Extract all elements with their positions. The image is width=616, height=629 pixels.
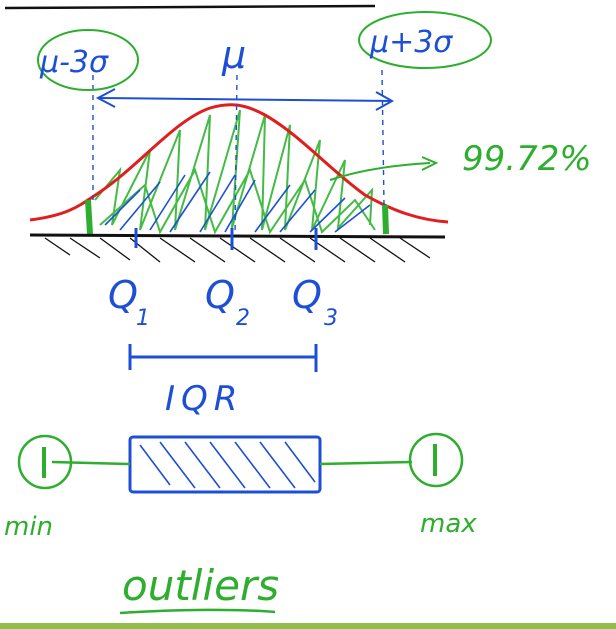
q3-subscript: 3 bbox=[324, 306, 338, 331]
q2-subscript: 2 bbox=[236, 306, 250, 331]
mu-plus-3sigma-label: μ+3σ bbox=[369, 25, 453, 60]
outliers-label: outliers bbox=[122, 561, 279, 610]
q1-subscript: 1 bbox=[136, 306, 150, 331]
outliers-underline bbox=[119, 608, 276, 615]
boxplot-box-hatching bbox=[139, 441, 316, 489]
axis-ground-hatching bbox=[44, 237, 431, 263]
coverage-arrow-head bbox=[421, 156, 439, 171]
arrow-left-head bbox=[95, 88, 116, 108]
coverage-pointer-arrow bbox=[329, 162, 431, 181]
max-label: max bbox=[420, 509, 477, 539]
bottom-strip bbox=[0, 623, 616, 629]
right-whisker bbox=[319, 460, 413, 466]
boxplot-box bbox=[128, 435, 322, 494]
min-endpoint-circle bbox=[17, 434, 73, 490]
shaded-area-blue-hatching bbox=[104, 171, 371, 233]
left-tail-mark bbox=[85, 199, 93, 235]
mu-minus-3sigma-circle bbox=[37, 29, 139, 91]
coverage-percent-label: 99.72% bbox=[462, 139, 592, 179]
max-endpoint-circle bbox=[408, 432, 464, 488]
mu-plus-3sigma-circle bbox=[358, 11, 492, 69]
arrow-right-head bbox=[375, 91, 395, 111]
q2-label: Q bbox=[205, 273, 235, 317]
range-double-arrow bbox=[97, 97, 393, 102]
q1-label: Q bbox=[108, 273, 138, 317]
q3-label: Q bbox=[292, 273, 322, 317]
mu-minus-3sigma-label: μ-3σ bbox=[39, 45, 109, 80]
normal-distribution-curve bbox=[29, 103, 449, 224]
x-axis-baseline bbox=[29, 233, 446, 239]
top-rule-line bbox=[4, 4, 376, 10]
mu-label: μ bbox=[221, 33, 246, 77]
iqr-label: IQR bbox=[165, 379, 243, 419]
right-tail-mark bbox=[382, 204, 389, 235]
min-label: min bbox=[4, 512, 53, 542]
sigma-dashed-guides bbox=[92, 69, 385, 236]
left-whisker bbox=[51, 460, 131, 466]
